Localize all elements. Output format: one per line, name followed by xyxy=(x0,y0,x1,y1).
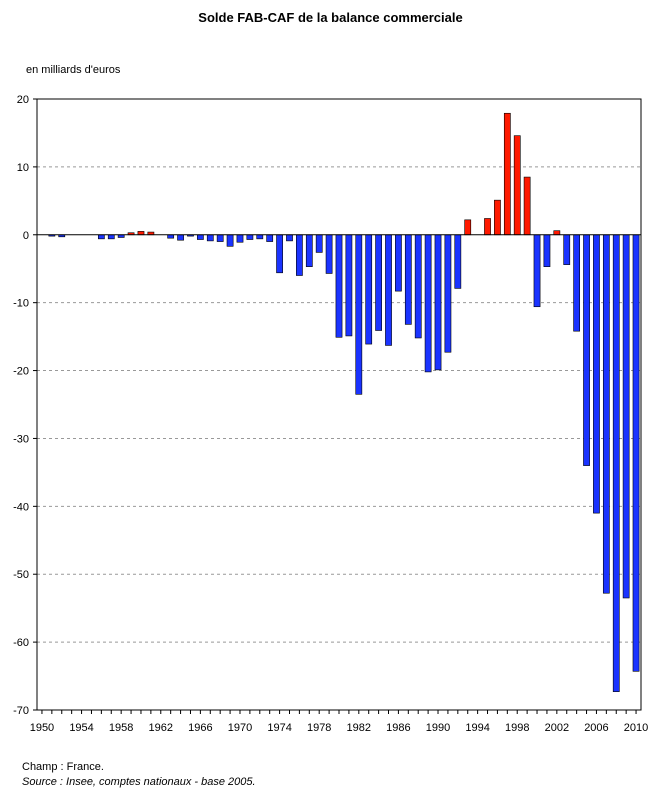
bar-1968 xyxy=(216,234,224,242)
bar-1998 xyxy=(513,135,521,236)
y-tick-label: 20 xyxy=(17,94,29,106)
bar-2006 xyxy=(593,234,600,514)
bar-1973 xyxy=(266,234,274,242)
bar-1988 xyxy=(414,234,422,339)
plot-frame xyxy=(36,98,642,711)
bar-2007 xyxy=(602,234,610,594)
x-tick-label: 2002 xyxy=(545,722,569,734)
bar-1974 xyxy=(276,234,283,274)
bar-1993 xyxy=(464,219,472,236)
bar-1960 xyxy=(137,231,145,236)
x-tick-label: 1950 xyxy=(30,722,54,734)
bar-1986 xyxy=(395,234,402,292)
bar-1956 xyxy=(97,234,105,240)
x-tick-label: 2010 xyxy=(624,722,648,734)
bar-1989 xyxy=(424,234,432,373)
x-tick-label: 1978 xyxy=(307,722,331,734)
x-tick-label: 1986 xyxy=(386,722,410,734)
bar-1963 xyxy=(167,234,175,239)
x-tick-label: 1954 xyxy=(69,722,93,734)
x-tick-label: 1962 xyxy=(149,722,173,734)
y-tick-label: 0 xyxy=(23,230,29,242)
bar-1977 xyxy=(305,234,313,267)
y-tick-label: -20 xyxy=(13,366,29,378)
bar-1987 xyxy=(404,234,412,325)
y-tick-label: -50 xyxy=(13,569,29,581)
bar-1996 xyxy=(494,199,501,236)
bar-1972 xyxy=(256,234,264,240)
bar-2003 xyxy=(563,234,571,265)
bar-2010 xyxy=(632,234,640,672)
x-tick-label: 1994 xyxy=(465,722,489,734)
y-tick-label: -10 xyxy=(13,298,29,310)
bar-2005 xyxy=(583,234,590,466)
bar-1980 xyxy=(335,234,343,338)
x-tick-label: 1974 xyxy=(267,722,291,734)
bar-1970 xyxy=(236,234,244,243)
y-tick-label: -60 xyxy=(13,637,29,649)
footnote-scope: Champ : France. xyxy=(22,761,104,773)
bar-1976 xyxy=(296,234,303,276)
bar-1984 xyxy=(375,234,382,331)
bar-1964 xyxy=(177,234,184,241)
y-tick-label: 10 xyxy=(17,162,29,174)
bar-2002 xyxy=(553,230,561,236)
bar-1995 xyxy=(484,218,491,236)
x-tick-label: 1966 xyxy=(188,722,212,734)
y-tick-label: -30 xyxy=(13,433,29,445)
bar-2009 xyxy=(622,234,630,599)
x-tick-label: 2006 xyxy=(584,722,608,734)
bar-1999 xyxy=(523,176,531,236)
bar-1997 xyxy=(503,112,511,236)
x-tick-label: 1958 xyxy=(109,722,133,734)
bar-1992 xyxy=(454,234,462,289)
x-tick-label: 1970 xyxy=(228,722,252,734)
y-tick-label: -40 xyxy=(13,501,29,513)
bar-1991 xyxy=(444,234,452,353)
y-tick-label: -70 xyxy=(13,705,29,717)
chart-title: Solde FAB-CAF de la balance commerciale xyxy=(198,10,463,25)
bar-1966 xyxy=(197,234,204,240)
x-tick-label: 1982 xyxy=(347,722,371,734)
x-tick-label: 1990 xyxy=(426,722,450,734)
bar-1981 xyxy=(345,234,353,337)
bar-2008 xyxy=(612,234,620,692)
footnote: Champ : France. Source : Insee, comptes … xyxy=(22,760,256,790)
bar-1975 xyxy=(286,234,293,242)
y-axis-label: en milliards d'euros xyxy=(26,64,121,76)
bar-1978 xyxy=(315,234,323,253)
bar-2001 xyxy=(543,234,551,267)
x-tick-label: 1998 xyxy=(505,722,529,734)
footnote-source: Source : Insee, comptes nationaux - base… xyxy=(22,776,256,788)
bar-1971 xyxy=(246,234,254,240)
bar-1982 xyxy=(355,234,363,395)
bar-1957 xyxy=(107,234,115,240)
bar-1967 xyxy=(206,234,214,242)
bar-2004 xyxy=(573,234,581,332)
bar-1983 xyxy=(365,234,373,345)
bar-1990 xyxy=(434,234,442,371)
bar-1985 xyxy=(385,234,392,346)
bar-1969 xyxy=(226,234,234,247)
bar-2000 xyxy=(533,234,541,308)
bar-1979 xyxy=(325,234,333,274)
